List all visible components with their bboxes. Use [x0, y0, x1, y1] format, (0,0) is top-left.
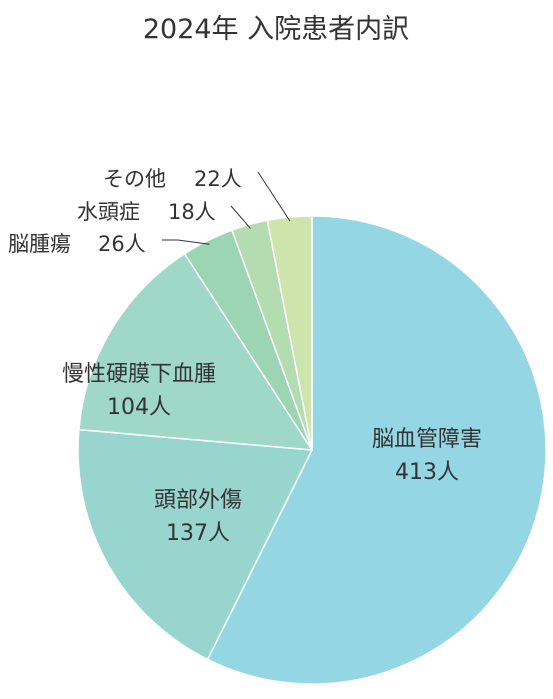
slice-label-value-1: 137人 [166, 521, 230, 546]
leader-lines [162, 171, 291, 245]
pie-slice-2 [78, 252, 314, 451]
leader-line-3 [162, 239, 210, 245]
slice-label-value-4: 18人 [168, 200, 216, 224]
slice-label-name-1: 頭部外傷 [154, 488, 242, 513]
pie-slices [77, 215, 547, 685]
leader-line-5 [257, 171, 291, 222]
pie-slice-0 [206, 215, 547, 685]
slice-label-value-3: 26人 [98, 232, 146, 256]
slice-label-value-5: 22人 [194, 167, 242, 191]
chart-title: 2024年 入院患者内訳 [143, 14, 409, 45]
slice-label-name-4: 水頭症 [77, 200, 140, 224]
slice-labels: 脳血管障害 413人 頭部外傷 137人 慢性硬膜下血腫 104人 脳腫瘍 26… [8, 167, 482, 546]
slice-label-name-2: 慢性硬膜下血腫 [62, 362, 216, 387]
pie-slice-1 [77, 428, 314, 661]
slice-label-name-0: 脳血管障害 [372, 427, 482, 452]
slice-label-value-0: 413人 [395, 460, 459, 485]
slice-label-name-3: 脳腫瘍 [8, 232, 71, 256]
leader-line-4 [230, 205, 251, 229]
slice-label-value-2: 104人 [107, 395, 171, 420]
slice-label-name-5: その他 [103, 167, 166, 191]
pie-slice-5 [266, 215, 313, 451]
